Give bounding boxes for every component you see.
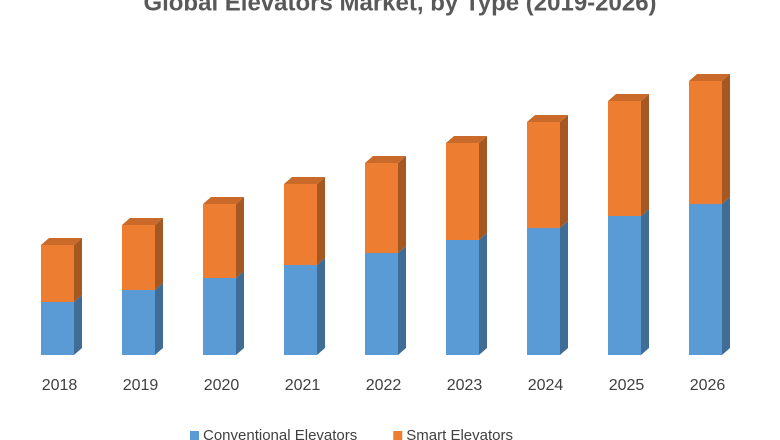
x-tick-label: 2018 bbox=[42, 377, 78, 394]
bar-side bbox=[479, 136, 487, 240]
bar-front bbox=[203, 204, 236, 278]
x-tick-label: 2025 bbox=[609, 377, 645, 394]
bar-segment bbox=[365, 246, 406, 355]
legend-swatch bbox=[190, 431, 199, 440]
legend-swatch bbox=[393, 431, 403, 440]
bar-side bbox=[236, 271, 244, 355]
bar-side bbox=[74, 238, 82, 302]
bar-segment bbox=[365, 156, 406, 253]
bar-front bbox=[689, 81, 722, 204]
bar-side bbox=[722, 197, 730, 355]
bar-front bbox=[203, 278, 236, 355]
bar-segment bbox=[122, 283, 163, 355]
bar-top bbox=[284, 177, 325, 184]
bar-side bbox=[317, 177, 325, 265]
bar-segment bbox=[527, 115, 568, 228]
bar-front bbox=[446, 240, 479, 355]
bar-front bbox=[527, 228, 560, 355]
bar-top bbox=[122, 218, 163, 225]
bar-segment bbox=[203, 197, 244, 278]
bar-top bbox=[689, 74, 730, 81]
x-tick-label: 2023 bbox=[447, 377, 483, 394]
chart-title: Global Elevators Market, by Type (2019-2… bbox=[143, 0, 656, 16]
bar-segment bbox=[608, 209, 649, 355]
bar-front bbox=[284, 184, 317, 265]
bar-side bbox=[560, 221, 568, 355]
bar-front bbox=[365, 163, 398, 253]
bar-side bbox=[641, 209, 649, 355]
bar-segment bbox=[689, 197, 730, 355]
bar-top bbox=[446, 136, 487, 143]
bar-side bbox=[317, 258, 325, 355]
bar-segment bbox=[689, 74, 730, 204]
bar-top bbox=[41, 238, 82, 245]
bar-side bbox=[641, 94, 649, 216]
legend-label: Conventional Elevators bbox=[203, 427, 357, 440]
bar-segment bbox=[284, 258, 325, 355]
bar-segment bbox=[41, 238, 82, 302]
bar-side bbox=[155, 218, 163, 290]
bar-top bbox=[365, 156, 406, 163]
bar-front bbox=[41, 245, 74, 302]
bar-segment bbox=[122, 218, 163, 290]
bar-segment bbox=[41, 295, 82, 355]
bar-segment bbox=[527, 221, 568, 355]
bar-segment bbox=[203, 271, 244, 355]
bar-side bbox=[236, 197, 244, 278]
bar-segment bbox=[284, 177, 325, 265]
legend-label: Smart Elevators bbox=[406, 427, 513, 440]
x-tick-label: 2022 bbox=[366, 377, 402, 394]
bar-segment bbox=[446, 136, 487, 240]
bar-front bbox=[122, 225, 155, 290]
bar-front bbox=[41, 302, 74, 355]
bar-side bbox=[479, 233, 487, 355]
bar-front bbox=[122, 290, 155, 355]
bar-side bbox=[398, 246, 406, 355]
bar-front bbox=[689, 204, 722, 355]
bar-top bbox=[203, 197, 244, 204]
x-tick-label: 2020 bbox=[204, 377, 240, 394]
bar-front bbox=[608, 101, 641, 216]
bar-front bbox=[284, 265, 317, 355]
bar-top bbox=[608, 94, 649, 101]
bar-side bbox=[722, 74, 730, 204]
bar-front bbox=[608, 216, 641, 355]
x-tick-label: 2019 bbox=[123, 377, 159, 394]
bar-side bbox=[155, 283, 163, 355]
bar-side bbox=[398, 156, 406, 253]
x-tick-label: 2021 bbox=[285, 377, 321, 394]
bar-side bbox=[560, 115, 568, 228]
bar-front bbox=[527, 122, 560, 228]
bar-segment bbox=[446, 233, 487, 355]
x-tick-label: 2024 bbox=[528, 377, 564, 394]
x-tick-label: 2026 bbox=[690, 377, 726, 394]
bar-segment bbox=[608, 94, 649, 216]
bar-front bbox=[446, 143, 479, 240]
bar-front bbox=[365, 253, 398, 355]
bar-top bbox=[527, 115, 568, 122]
bar-side bbox=[74, 295, 82, 355]
